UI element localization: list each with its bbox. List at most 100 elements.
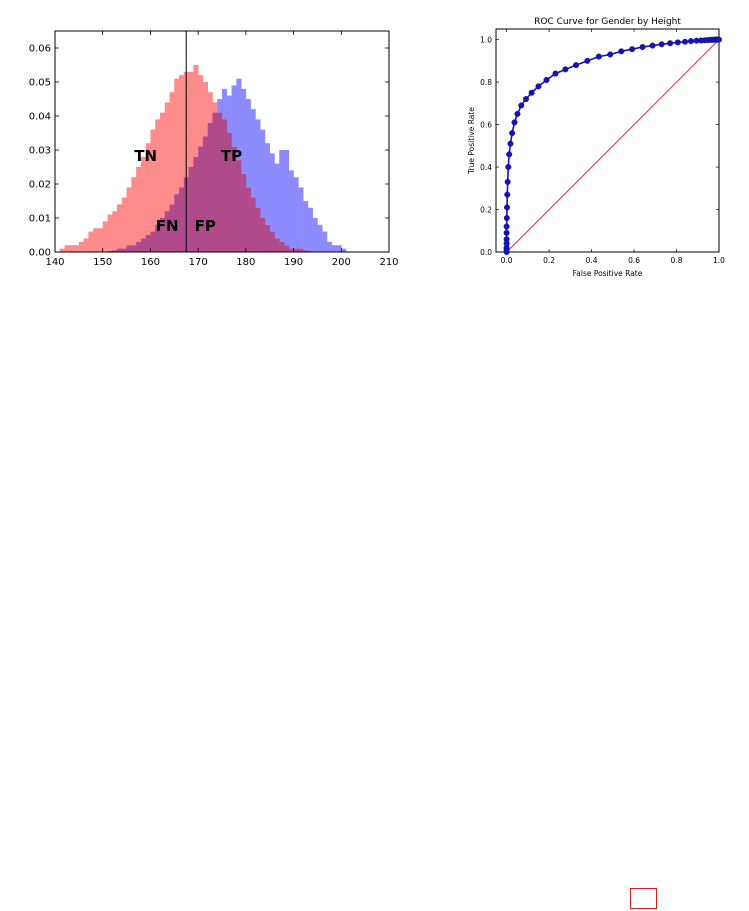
female-bar: [93, 228, 99, 252]
overlap-bar: [274, 238, 280, 252]
female-bar: [78, 241, 84, 252]
overlap-bar: [226, 133, 232, 252]
male-bar: [222, 88, 228, 120]
overlap-bar: [298, 248, 304, 252]
overlap-bar: [231, 146, 237, 252]
roc-point: [535, 83, 542, 90]
male-bar: [231, 85, 237, 147]
female-bar: [102, 221, 108, 252]
roc-curve-chart: ROC Curve for Gender by Height False Posi…: [467, 17, 725, 278]
male-bar: [245, 99, 251, 188]
overlap-bar: [117, 248, 123, 252]
female-bar: [59, 248, 65, 252]
roc-point: [504, 191, 511, 198]
roc-x-tick-label: 0.8: [671, 256, 683, 265]
roc-point: [505, 164, 512, 171]
male-bar: [274, 163, 280, 239]
roc-point: [503, 229, 510, 236]
male-bar: [336, 245, 342, 252]
overlap-bar: [179, 187, 185, 252]
male-bar: [236, 78, 242, 161]
x-tick-label: 140: [45, 257, 64, 268]
roc-point: [528, 89, 535, 96]
region-label-fn: FN: [156, 217, 179, 235]
overlap-bar: [264, 224, 271, 252]
overlap-bar: [260, 218, 266, 252]
roc-chart-title: ROC Curve for Gender by Height: [534, 17, 681, 27]
overlap-bar: [250, 197, 256, 252]
roc-point: [518, 102, 525, 109]
overlap-bar: [169, 204, 175, 252]
roc-point: [511, 119, 518, 126]
female-bar: [69, 245, 75, 252]
male-bar: [317, 224, 323, 252]
overlap-bar: [174, 194, 180, 252]
female-bar: [97, 228, 104, 252]
male-bar: [241, 88, 247, 174]
y-tick-label: 0.00: [29, 248, 51, 259]
roc-point: [649, 42, 656, 49]
y-tick-label: 0.01: [29, 214, 51, 225]
overlap-bar: [255, 207, 261, 252]
roc-point: [504, 178, 511, 185]
overlap-bar: [164, 211, 170, 252]
male-bar: [288, 170, 294, 249]
roc-point: [667, 40, 674, 47]
overlap-bar: [284, 245, 290, 252]
roc-point: [573, 62, 580, 69]
reference-diagonal-line: [506, 39, 720, 253]
female-bar: [112, 211, 118, 251]
female-bar: [121, 197, 127, 249]
female-bar: [174, 78, 180, 195]
roc-point: [674, 39, 681, 46]
male-bar: [331, 245, 337, 252]
roc-point: [639, 44, 646, 51]
y-tick-label: 0.02: [29, 180, 51, 191]
male-bar: [312, 218, 318, 252]
male-bar: [322, 231, 328, 252]
x-tick-label: 210: [379, 257, 398, 268]
roc-point: [522, 96, 529, 103]
overlap-bar: [222, 119, 228, 252]
roc-point: [504, 204, 511, 211]
roc-x-tick-label: 1.0: [713, 256, 725, 265]
overlap-bar: [293, 248, 299, 252]
roc-point: [503, 236, 510, 243]
roc-point: [658, 41, 665, 48]
male-bar: [293, 177, 299, 249]
roc-point: [682, 38, 689, 45]
roc-point: [503, 223, 510, 230]
roc-x-tick-label: 0.6: [628, 256, 640, 265]
female-bar: [207, 92, 213, 123]
female-bar: [212, 102, 218, 113]
female-bar: [193, 65, 199, 157]
overlap-bar: [126, 245, 132, 252]
male-bar: [298, 187, 304, 249]
male-bar: [217, 99, 223, 113]
red-marker-box: [630, 888, 657, 909]
male-bar: [255, 119, 261, 208]
roc-y-tick-label: 0.0: [480, 248, 492, 257]
roc-y-tick-label: 1.0: [480, 36, 492, 45]
x-tick-label: 150: [93, 257, 112, 268]
overlap-bar: [198, 146, 204, 252]
female-bar: [136, 167, 142, 242]
male-bar: [260, 129, 266, 218]
overlap-bar: [121, 248, 127, 252]
female-bar: [145, 143, 151, 235]
male-bar: [226, 95, 232, 133]
female-bar: [198, 75, 204, 147]
female-bar: [140, 156, 146, 239]
roc-point: [552, 70, 559, 77]
roc-y-tick-label: 0.2: [480, 206, 492, 215]
female-bar: [150, 129, 156, 232]
x-tick-label: 160: [141, 257, 160, 268]
female-bar: [169, 92, 175, 205]
overlap-bar: [269, 231, 275, 252]
region-label-fp: FP: [195, 217, 216, 235]
overlap-bar: [159, 218, 166, 252]
male-bar: [279, 150, 285, 242]
female-bar: [179, 75, 185, 188]
overlap-bar: [236, 160, 242, 252]
